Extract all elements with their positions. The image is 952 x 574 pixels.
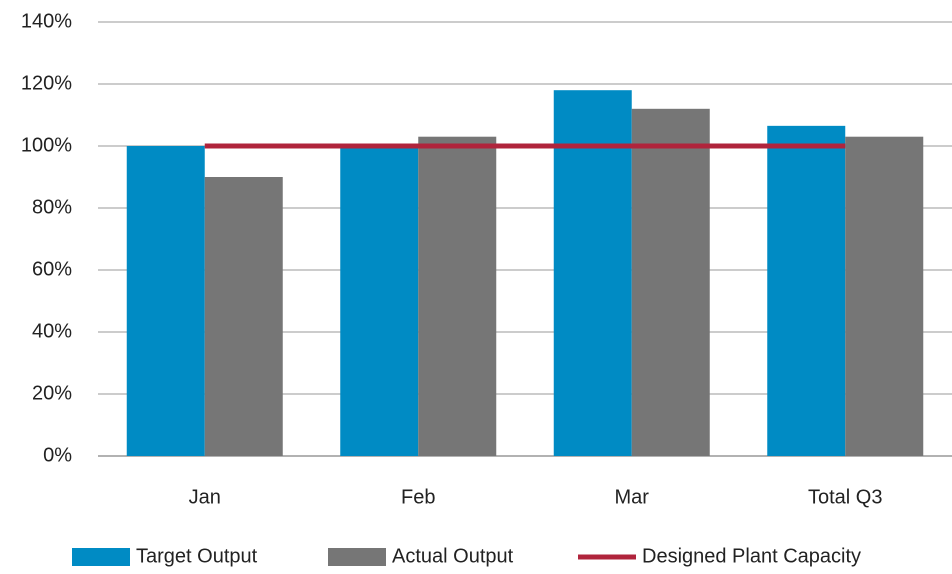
y-tick-label: 0% [43,444,72,466]
legend-label: Designed Plant Capacity [642,545,861,567]
y-tick-label: 20% [32,382,72,404]
x-tick-label: Mar [615,486,650,508]
legend-swatch [328,548,386,566]
y-tick-label: 120% [21,72,72,94]
legend-label: Actual Output [392,545,514,567]
y-tick-label: 60% [32,258,72,280]
bar [418,136,497,456]
x-tick-label: Total Q3 [808,486,882,508]
bar [553,90,632,456]
bar [126,146,205,456]
legend-label: Target Output [136,545,258,567]
y-tick-label: 80% [32,196,72,218]
x-tick-label: Jan [189,486,221,508]
bar [845,136,924,456]
legend-swatch [72,548,130,566]
bar [631,108,710,457]
bar [204,177,283,456]
y-tick-label: 140% [21,10,72,32]
x-tick-label: Feb [401,486,435,508]
bar [340,146,419,456]
y-tick-label: 100% [21,134,72,156]
bar [767,125,846,456]
y-tick-label: 40% [32,320,72,342]
